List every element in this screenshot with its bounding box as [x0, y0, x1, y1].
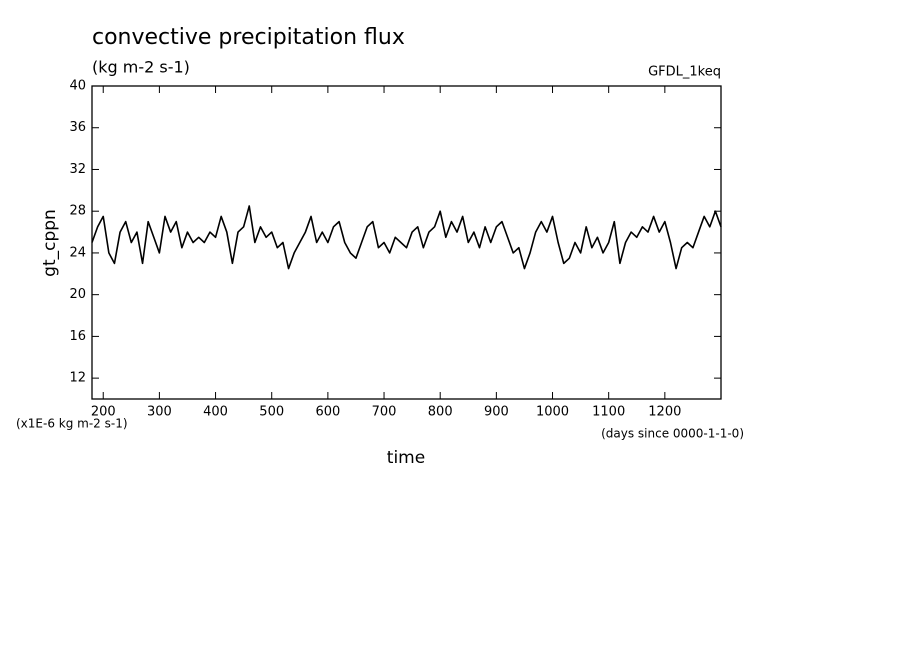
x-tick-label: 500 [259, 405, 284, 420]
chart-title: convective precipitation flux [92, 25, 405, 50]
x-tick-label: 800 [428, 405, 453, 420]
y-tick-label: 12 [69, 371, 86, 386]
data-line [91, 205, 722, 270]
x-unit-note: (days since 0000-1-1-0) [601, 427, 744, 441]
y-tick-label: 16 [69, 329, 86, 344]
y-tick-label: 36 [69, 120, 86, 135]
x-tick-label: 300 [147, 405, 172, 420]
x-tick-label: 400 [203, 405, 228, 420]
plot-frame [91, 85, 722, 400]
annotation: GFDL_1keq [648, 65, 721, 80]
x-tick-label: 600 [315, 405, 340, 420]
y-tick-label: 20 [69, 287, 86, 302]
x-axis-label: time [387, 448, 425, 468]
x-tick-label: 700 [372, 405, 397, 420]
x-tick-label: 200 [91, 405, 116, 420]
x-tick-label: 1000 [536, 405, 569, 420]
x-tick-label: 1200 [648, 405, 681, 420]
y-tick-label: 28 [69, 204, 86, 219]
y-tick-label: 40 [69, 79, 86, 94]
y-unit-note: (x1E-6 kg m-2 s-1) [16, 417, 128, 431]
x-tick-label: 900 [484, 405, 509, 420]
chart-subtitle: (kg m-2 s-1) [92, 58, 190, 77]
x-tick-label: 1100 [592, 405, 625, 420]
y-tick-label: 32 [69, 162, 86, 177]
y-axis-label: gt_cppn [40, 209, 60, 277]
y-tick-label: 24 [69, 245, 86, 260]
